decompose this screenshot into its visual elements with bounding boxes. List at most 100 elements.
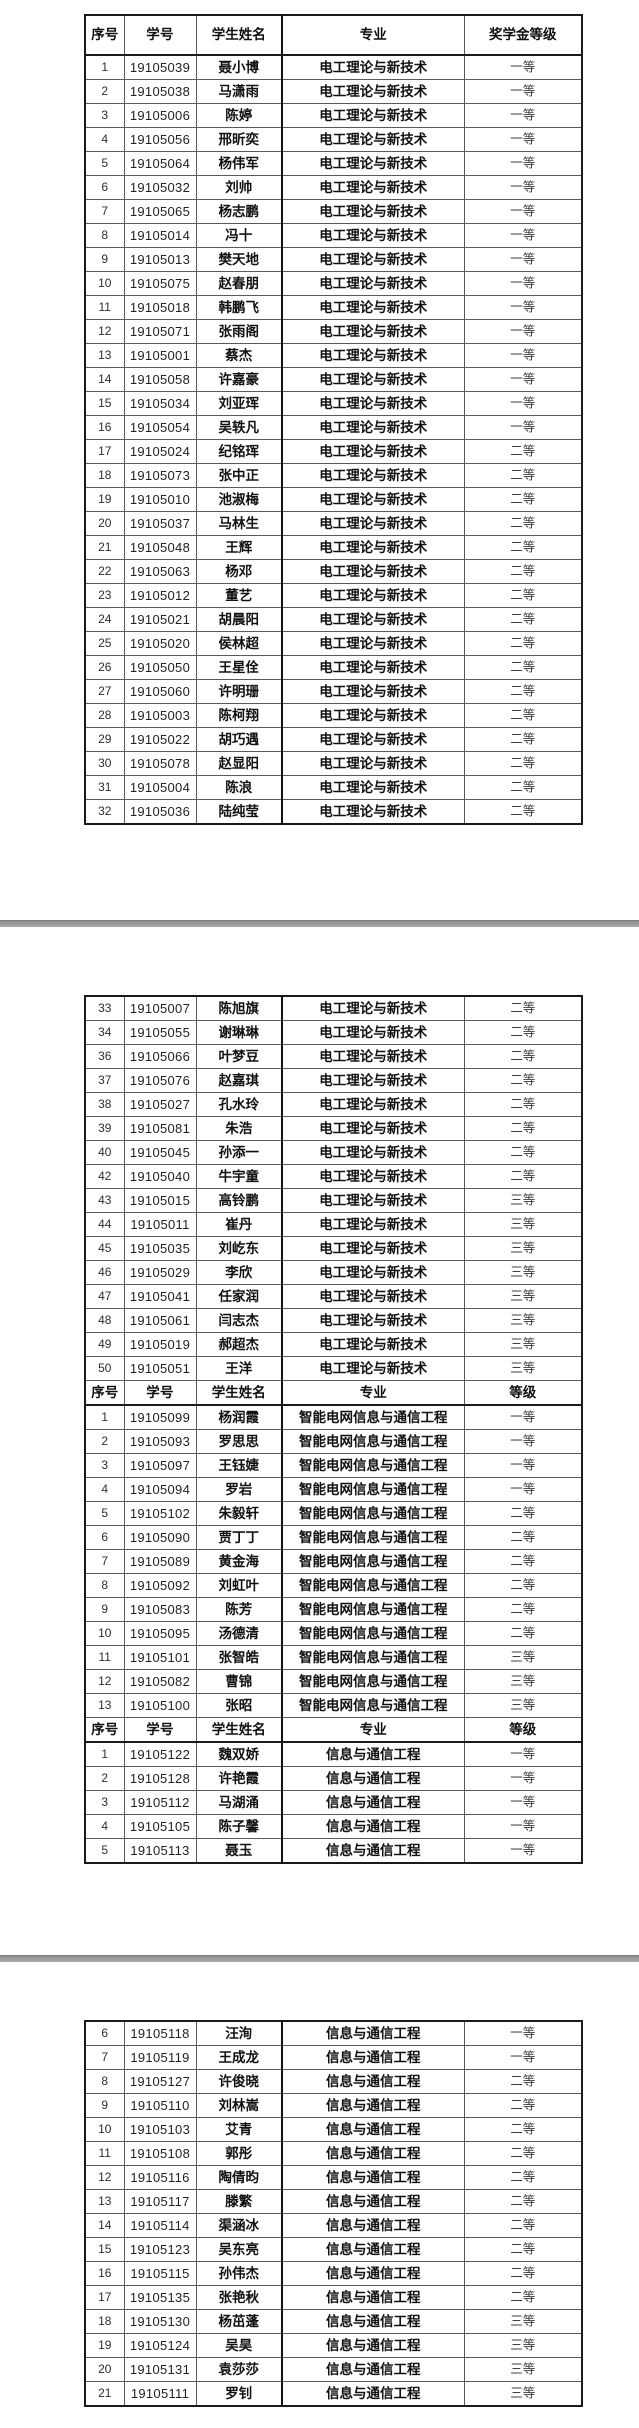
cell-major: 信息与通信工程 <box>281 1766 465 1791</box>
table-row: 1 19105099 杨润霞 智能电网信息与通信工程 一等 <box>84 1404 583 1430</box>
table-row: 2 19105093 罗思思 智能电网信息与通信工程 一等 <box>84 1429 583 1454</box>
cell-student-name: 李欣 <box>195 1260 283 1285</box>
cell-scholarship-level: 二等 <box>463 463 583 488</box>
cell-student-id: 19105116 <box>123 2165 197 2190</box>
cell-student-name: 许嘉豪 <box>195 367 283 392</box>
cell-major: 电工理论与新技术 <box>281 1068 465 1093</box>
table-row: 10 19105095 汤德清 智能电网信息与通信工程 二等 <box>84 1621 583 1646</box>
table-row: 37 19105076 赵嘉琪 电工理论与新技术 二等 <box>84 1068 583 1093</box>
cell-major: 电工理论与新技术 <box>281 343 465 368</box>
cell-index: 39 <box>84 1116 125 1141</box>
cell-student-name: 渠涵冰 <box>195 2213 283 2238</box>
cell-major: 信息与通信工程 <box>281 2069 465 2094</box>
cell-major: 电工理论与新技术 <box>281 271 465 296</box>
table-row: 32 19105036 陆纯莹 电工理论与新技术 二等 <box>84 799 583 825</box>
table-row: 6 19105090 贾丁丁 智能电网信息与通信工程 二等 <box>84 1525 583 1550</box>
cell-index: 21 <box>84 2381 125 2407</box>
cell-major: 电工理论与新技术 <box>281 1092 465 1117</box>
cell-major: 电工理论与新技术 <box>281 1260 465 1285</box>
cell-index: 38 <box>84 1092 125 1117</box>
table-row: 47 19105041 任家润 电工理论与新技术 三等 <box>84 1284 583 1309</box>
cell-student-name: 魏双娇 <box>195 1741 283 1767</box>
cell-scholarship-level: 二等 <box>463 511 583 536</box>
cell-scholarship-level: 三等 <box>463 1260 583 1285</box>
column-header-major: 专业 <box>281 14 465 56</box>
cell-index: 3 <box>84 1790 125 1815</box>
cell-student-id: 19105075 <box>123 271 197 296</box>
cell-student-id: 19105006 <box>123 103 197 128</box>
cell-index: 14 <box>84 367 125 392</box>
cell-student-id: 19105103 <box>123 2117 197 2142</box>
cell-student-name: 马林生 <box>195 511 283 536</box>
cell-student-name: 许艳霞 <box>195 1766 283 1791</box>
cell-student-name: 艾青 <box>195 2117 283 2142</box>
cell-scholarship-level: 一等 <box>463 175 583 200</box>
table-row: 14 19105058 许嘉豪 电工理论与新技术 一等 <box>84 367 583 392</box>
cell-scholarship-level: 二等 <box>463 2141 583 2166</box>
cell-student-name: 王洋 <box>195 1356 283 1381</box>
table-row: 5 19105102 朱毅轩 智能电网信息与通信工程 二等 <box>84 1501 583 1526</box>
cell-major: 信息与通信工程 <box>281 2357 465 2382</box>
cell-student-name: 赵春朋 <box>195 271 283 296</box>
cell-major: 电工理论与新技术 <box>281 1140 465 1165</box>
cell-student-id: 19105051 <box>123 1356 197 1381</box>
cell-student-name: 谢琳琳 <box>195 1020 283 1045</box>
cell-student-id: 19105082 <box>123 1669 197 1694</box>
cell-major: 智能电网信息与通信工程 <box>281 1669 465 1694</box>
cell-student-id: 19105058 <box>123 367 197 392</box>
cell-student-name: 张智皓 <box>195 1645 283 1670</box>
cell-scholarship-level: 二等 <box>463 1020 583 1045</box>
table-row: 38 19105027 孔水玲 电工理论与新技术 二等 <box>84 1092 583 1117</box>
cell-scholarship-level: 二等 <box>463 439 583 464</box>
table-row: 16 19105115 孙伟杰 信息与通信工程 二等 <box>84 2261 583 2286</box>
cell-student-name: 罗钊 <box>195 2381 283 2407</box>
cell-major: 信息与通信工程 <box>281 2309 465 2334</box>
cell-major: 信息与通信工程 <box>281 1838 465 1864</box>
table-row: 17 19105024 纪铭珲 电工理论与新技术 二等 <box>84 439 583 464</box>
cell-student-id: 19105124 <box>123 2333 197 2358</box>
cell-scholarship-level: 一等 <box>463 1429 583 1454</box>
cell-major: 电工理论与新技术 <box>281 583 465 608</box>
cell-index: 30 <box>84 751 125 776</box>
cell-student-id: 19105040 <box>123 1164 197 1189</box>
cell-index: 10 <box>84 2117 125 2142</box>
cell-student-name: 刘林嵩 <box>195 2093 283 2118</box>
table-row: 18 19105073 张中正 电工理论与新技术 二等 <box>84 463 583 488</box>
cell-major: 信息与通信工程 <box>281 1741 465 1767</box>
cell-major: 电工理论与新技术 <box>281 463 465 488</box>
cell-major: 信息与通信工程 <box>281 2261 465 2286</box>
cell-student-name: 崔丹 <box>195 1212 283 1237</box>
table-row: 50 19105051 王洋 电工理论与新技术 三等 <box>84 1356 583 1381</box>
cell-index: 14 <box>84 2213 125 2238</box>
cell-student-name: 汪洵 <box>195 2020 283 2046</box>
cell-index: 32 <box>84 799 125 825</box>
table-row: 19 19105010 池淑梅 电工理论与新技术 二等 <box>84 487 583 512</box>
cell-student-name: 刘虹叶 <box>195 1573 283 1598</box>
cell-scholarship-level: 一等 <box>463 1790 583 1815</box>
cell-student-name: 张昭 <box>195 1693 283 1718</box>
scholarship-table-page-2: 33 19105007 陈旭旗 电工理论与新技术 二等 34 19105055 谢琳琳 电工理论… <box>84 995 583 1864</box>
cell-index: 26 <box>84 655 125 680</box>
cell-index: 18 <box>84 463 125 488</box>
table-row: 3 19105097 王钰婕 智能电网信息与通信工程 一等 <box>84 1453 583 1478</box>
cell-index: 47 <box>84 1284 125 1309</box>
cell-student-name: 杨邓 <box>195 559 283 584</box>
table-row: 16 19105054 吴轶凡 电工理论与新技术 一等 <box>84 415 583 440</box>
cell-index: 8 <box>84 1573 125 1598</box>
table-row: 4 19105056 邢昕奕 电工理论与新技术 一等 <box>84 127 583 152</box>
cell-scholarship-level: 二等 <box>463 1068 583 1093</box>
cell-scholarship-level: 二等 <box>463 2285 583 2310</box>
table-row: 10 19105075 赵春朋 电工理论与新技术 一等 <box>84 271 583 296</box>
cell-student-id: 19105029 <box>123 1260 197 1285</box>
cell-major: 电工理论与新技术 <box>281 391 465 416</box>
cell-major: 电工理论与新技术 <box>281 1284 465 1309</box>
cell-major: 电工理论与新技术 <box>281 703 465 728</box>
cell-student-id: 19105036 <box>123 799 197 825</box>
cell-student-id: 19105011 <box>123 1212 197 1237</box>
table-row: 10 19105103 艾青 信息与通信工程 二等 <box>84 2117 583 2142</box>
cell-student-name: 王成龙 <box>195 2045 283 2070</box>
column-header-index: 序号 <box>84 1380 125 1406</box>
cell-major: 信息与通信工程 <box>281 2333 465 2358</box>
cell-scholarship-level: 二等 <box>463 1164 583 1189</box>
cell-student-id: 19105111 <box>123 2381 197 2407</box>
